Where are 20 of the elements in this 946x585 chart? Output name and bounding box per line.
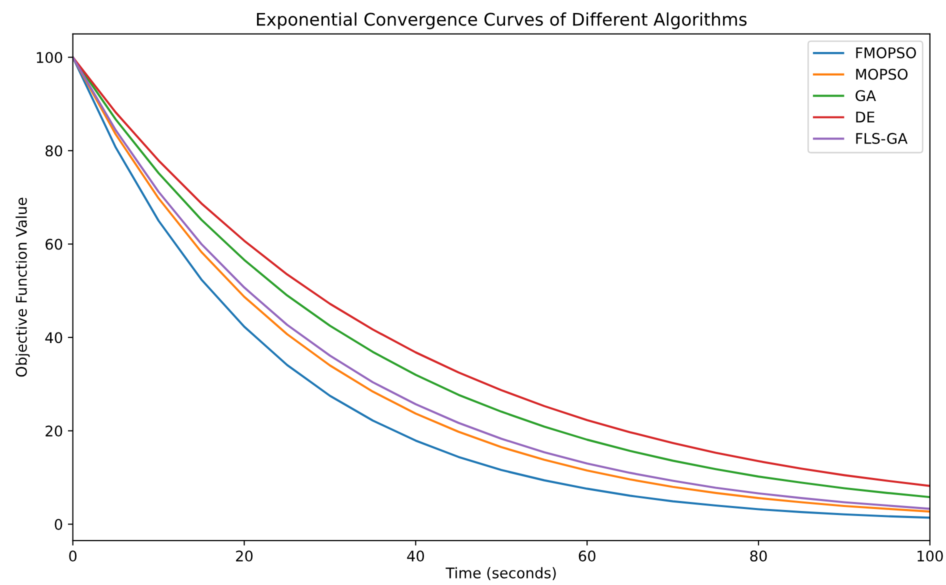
y-tick-label: 20 [46,426,62,437]
y-tick-label: 40 [45,332,62,344]
legend-label: DE [856,112,874,122]
y-tick-label: 60 [46,238,62,250]
x-tick-label: 60 [578,550,596,562]
x-axis-title: Time (seconds) [446,567,556,580]
legend-label: FLS-GA [856,132,908,144]
x-tick-label: 80 [750,550,767,562]
y-tick-label: 0 [54,518,62,530]
x-tick-label: 20 [236,550,253,562]
x-tick-label: 100 [918,550,943,562]
x-tick-label: 40 [407,550,424,562]
legend-label: MOPSO [856,68,908,80]
chart-title: Exponential Convergence Curves of Different Algorithms [257,12,747,30]
y-tick-label: 80 [46,145,62,156]
legend-label: FMOPSO [856,47,916,58]
y-axis-title: Objective Function Value [16,198,30,377]
legend-label: GA [856,90,876,102]
y-tick-label: 100 [36,52,62,64]
x-tick-label: 0 [69,550,77,562]
